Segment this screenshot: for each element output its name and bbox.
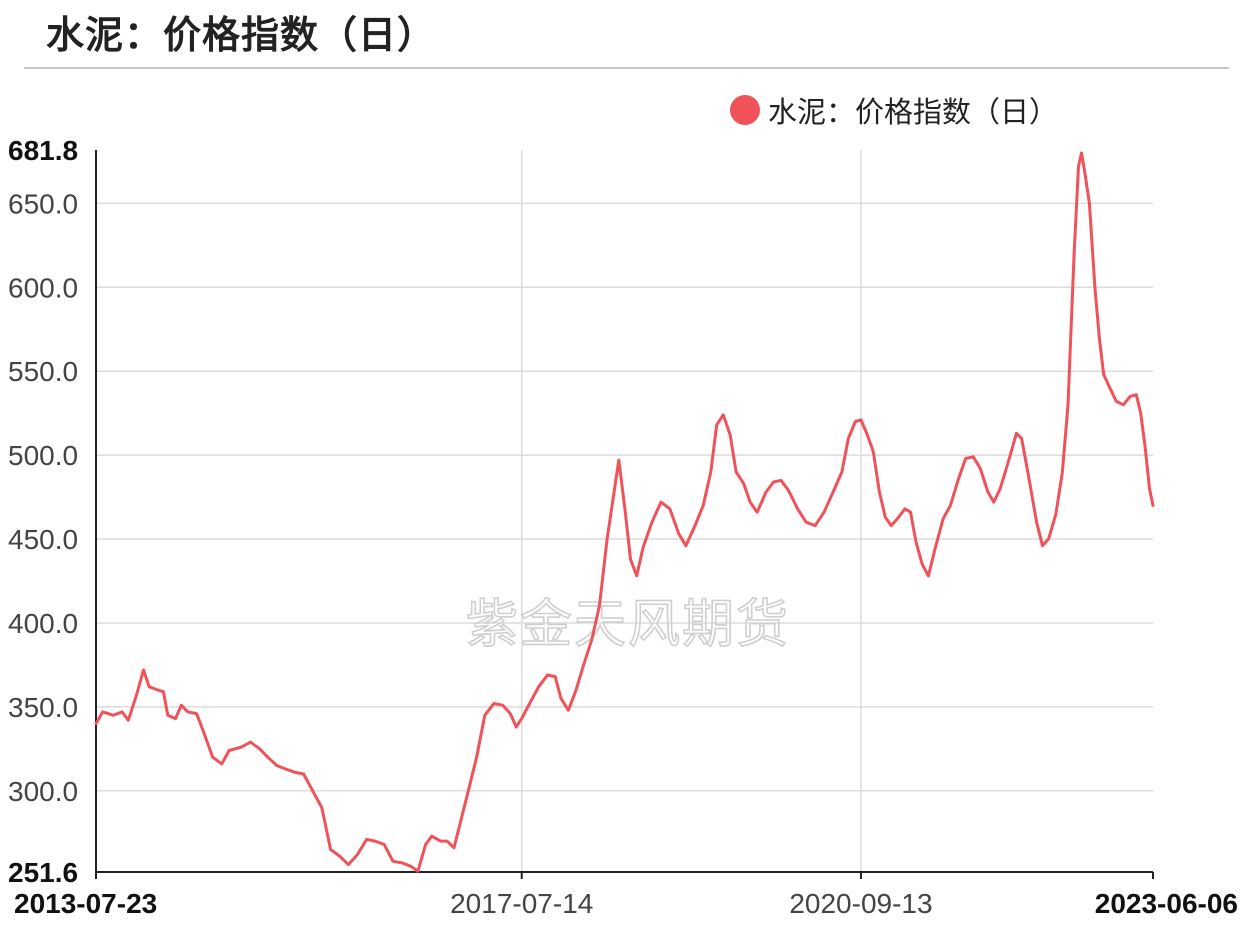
x-tick-label: 2020-09-13 — [789, 888, 932, 919]
legend-label: 水泥：价格指数（日） — [768, 95, 1059, 129]
watermark-text: 紫金天风期货 — [466, 595, 790, 655]
legend-dot-icon — [730, 95, 760, 125]
y-tick-label: 300.0 — [8, 776, 78, 807]
x-tick-label: 2017-07-14 — [450, 888, 593, 919]
y-tick-label: 251.6 — [8, 857, 78, 888]
x-tick-label: 2013-07-23 — [14, 888, 157, 919]
y-tick-label: 681.8 — [8, 135, 78, 166]
y-tick-label: 600.0 — [8, 272, 78, 303]
title-divider — [24, 67, 1229, 69]
x-tick-label: 2023-06-06 — [1095, 888, 1238, 919]
chart-title: 水泥：价格指数（日） — [46, 13, 437, 57]
y-tick-label: 350.0 — [8, 692, 78, 723]
series-line — [94, 151, 1155, 873]
y-tick-label: 550.0 — [8, 356, 78, 387]
y-tick-label: 400.0 — [8, 608, 78, 639]
legend[interactable]: 水泥：价格指数（日） — [730, 88, 1058, 132]
y-tick-label: 650.0 — [8, 188, 78, 219]
y-tick-label: 500.0 — [8, 440, 78, 471]
y-tick-label: 450.0 — [8, 524, 78, 555]
